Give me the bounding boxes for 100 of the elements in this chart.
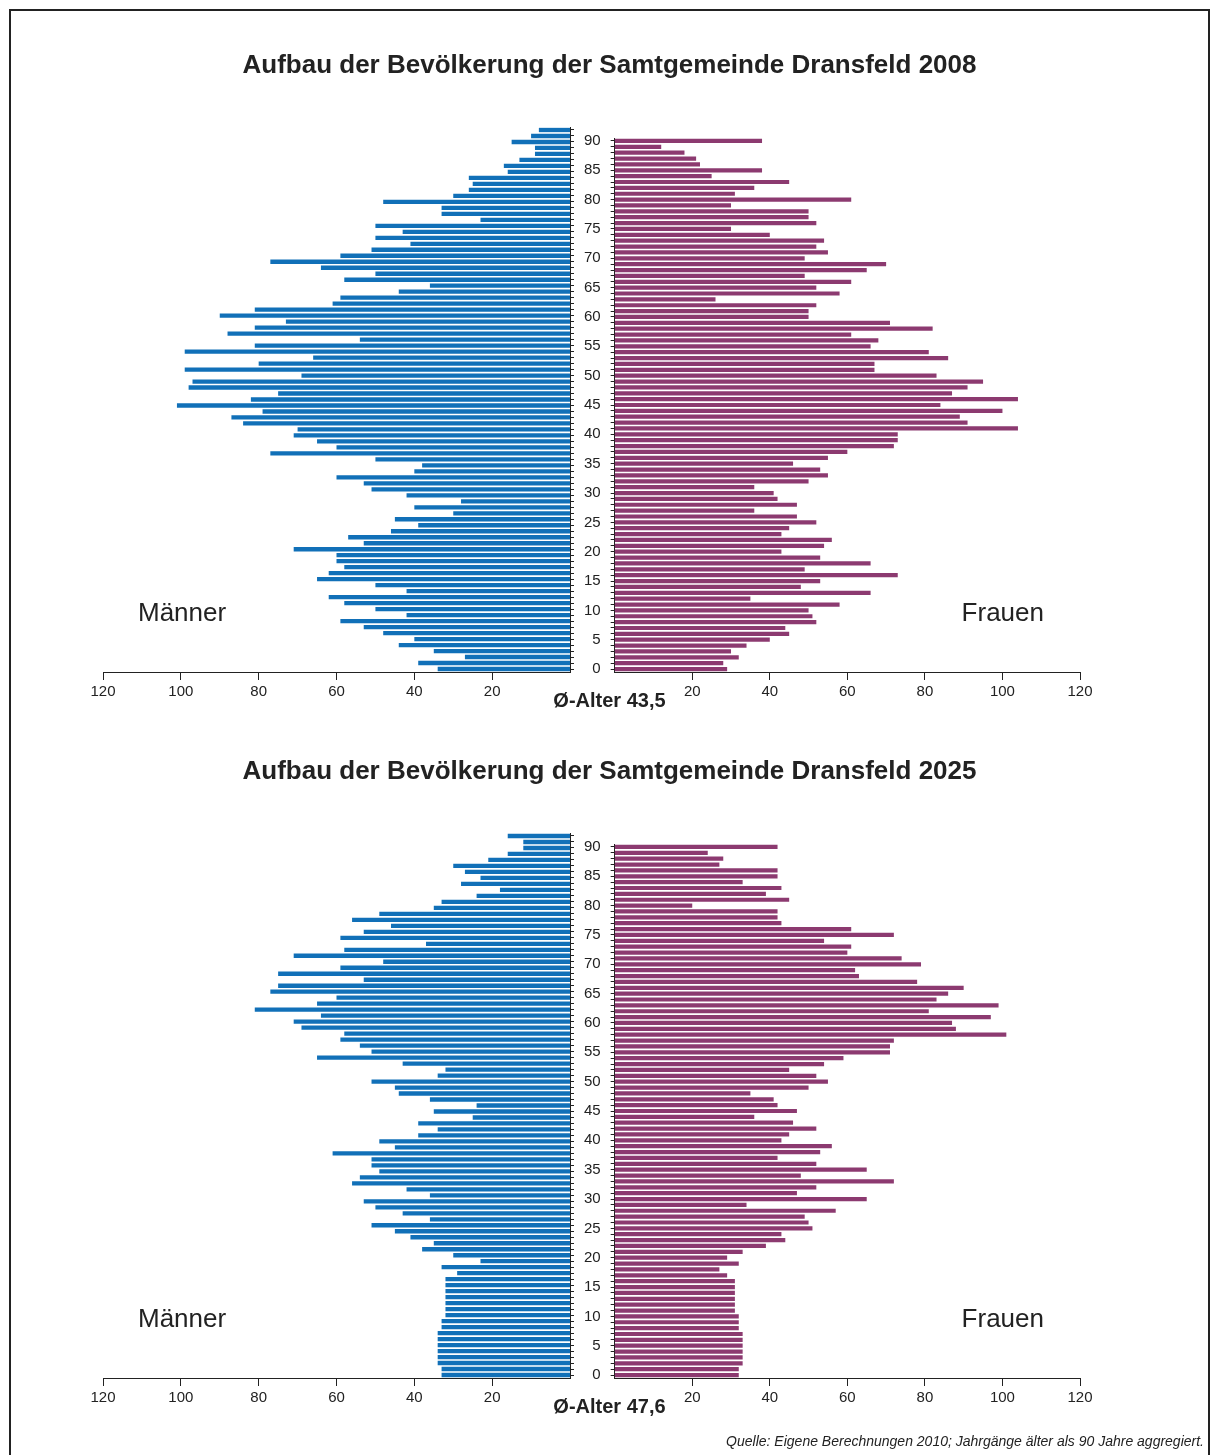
bar [461,881,570,887]
bar [614,485,755,490]
bar [614,1009,929,1014]
x-tick-label: 20 [683,682,701,700]
bar [336,553,570,558]
bar [468,187,570,193]
bar [464,869,570,875]
bar [614,455,828,460]
bar [614,1296,735,1301]
x-tick-label: 120 [90,682,116,700]
bar [371,1223,570,1228]
bar [375,223,570,228]
bar [293,547,570,552]
x-tick-label: 20 [483,682,501,700]
bar [480,875,570,881]
bar [293,953,570,958]
x-tick-label: 20 [683,1388,701,1406]
y-tick-label: 50 [584,365,601,383]
bar [375,583,570,588]
x-tick-label: 60 [328,682,345,700]
bar [614,973,859,979]
x-tick-label: 80 [250,1388,268,1406]
bar [614,1155,778,1161]
chart-title: Aufbau der Bevölkerung der Samtgemeinde Dransfeld 2025 [241,755,978,786]
bar [614,397,1018,402]
bar [437,1336,570,1342]
x-tick-label: 60 [839,1388,856,1406]
bar [398,642,570,648]
bar [441,1265,570,1270]
bar [614,144,662,149]
x-axis-title: Ø-Alter 47,6 [553,1395,666,1417]
bar [503,163,570,169]
bar [278,971,570,976]
bar [270,259,570,264]
x-tick-label: 80 [250,682,268,700]
bar [614,1108,797,1114]
bar [344,600,570,606]
bar [344,947,570,952]
bar [614,885,782,891]
bar [614,1202,747,1207]
y-tick-label: 20 [584,1247,601,1265]
bar [614,1249,743,1254]
bar [433,1241,570,1246]
y-tick-label: 15 [584,1277,601,1295]
bar [480,1259,570,1264]
bar [614,220,817,226]
bar [614,1015,991,1020]
x-tick-label: 60 [839,682,856,700]
bar [340,253,570,258]
bar [614,191,735,196]
bar [363,977,570,982]
y-tick-label: 40 [584,1130,601,1148]
text: Männer [138,1303,227,1334]
bar [422,1247,570,1252]
bar [614,526,790,531]
bar [414,505,570,510]
y-tick-label: 35 [584,1159,601,1177]
bar [410,1235,570,1240]
bar [519,157,570,163]
bar [437,1354,570,1360]
bar [499,887,570,893]
bar [437,1360,570,1366]
bar [614,666,728,672]
bar [614,1367,739,1372]
bar [614,215,809,220]
bar [441,1324,570,1330]
bar [614,350,929,355]
bar [614,273,805,279]
bar [614,537,832,543]
bar [614,1320,739,1325]
bar [383,630,570,636]
bar [523,845,570,851]
bar [488,857,570,863]
y-tick-label: 85 [584,866,601,884]
bar [379,911,570,917]
text: Frauen [961,1303,1044,1334]
y-tick-label: 25 [584,512,601,530]
y-tick-label: 35 [584,453,601,471]
bar [511,139,570,145]
bar [534,145,570,151]
bar [390,923,570,928]
bar [614,179,790,185]
y-tick-label: 75 [584,219,601,237]
bar [614,1196,867,1202]
bar [336,559,570,564]
bar [614,1061,825,1067]
bar [406,588,570,594]
bar [375,606,570,612]
y-tick-label: 70 [584,248,601,266]
y-tick-label: 20 [584,541,601,559]
x-tick-label: 40 [405,1388,423,1406]
bar [340,295,570,300]
bar [614,620,817,625]
bar [472,181,570,187]
bar [445,1306,570,1312]
bar [614,1243,766,1249]
y-tick-label: 75 [584,925,601,943]
bar [614,314,809,320]
bar [441,1318,570,1324]
bar [614,174,712,179]
